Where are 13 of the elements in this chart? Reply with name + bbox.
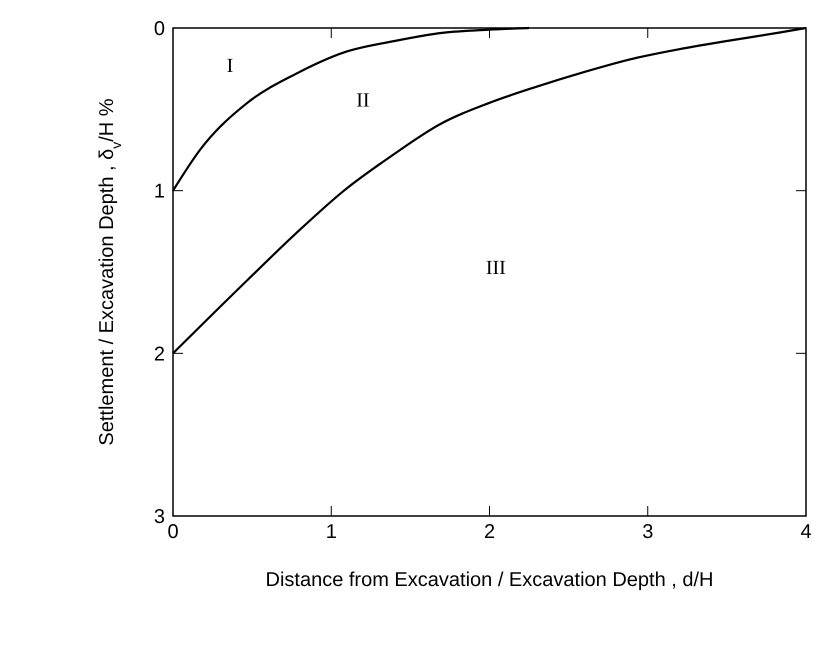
x-tick-label: 3: [642, 521, 654, 543]
x-tick-label: 1: [326, 521, 337, 543]
x-tick-label: 4: [800, 521, 812, 543]
x-tick-label: 2: [484, 521, 496, 543]
y-tick-label: 2: [154, 343, 165, 366]
annotation: III: [486, 256, 506, 279]
y-tick-label: 1: [154, 180, 165, 203]
annotation: I: [226, 54, 234, 77]
annotation: II: [356, 90, 370, 112]
x-tick-label: 0: [167, 521, 179, 543]
y-tick-label: 3: [154, 506, 165, 528]
y-tick-label: 0: [154, 18, 165, 40]
x-axis-title: Distance from Excavation / Excavation Depth , d/H: [266, 569, 714, 591]
